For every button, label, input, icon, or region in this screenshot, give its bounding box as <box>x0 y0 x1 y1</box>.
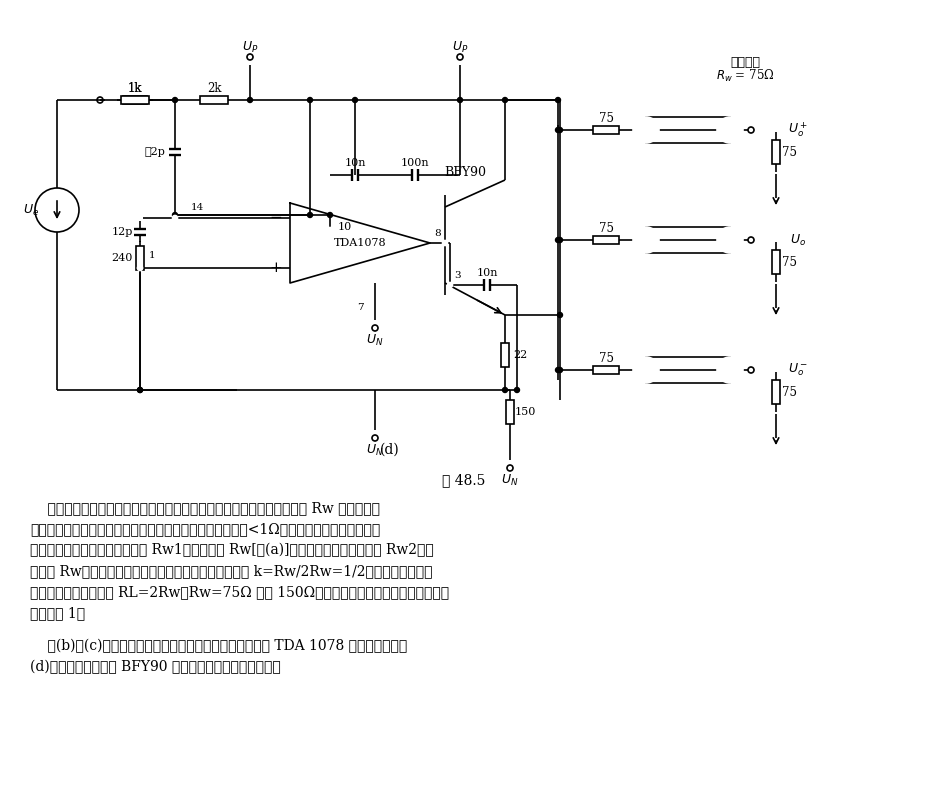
Bar <box>136 246 144 270</box>
Text: $U_N$: $U_N$ <box>501 472 518 488</box>
Text: 75: 75 <box>781 255 796 268</box>
Text: 3: 3 <box>454 271 461 279</box>
Text: 同轴导线: 同轴导线 <box>730 56 759 69</box>
Circle shape <box>352 97 357 103</box>
Text: TDA1078: TDA1078 <box>334 238 386 248</box>
Text: 7: 7 <box>356 304 363 313</box>
Text: 10n: 10n <box>344 158 365 168</box>
Text: $U_o$: $U_o$ <box>789 232 806 248</box>
Text: $U_P$: $U_P$ <box>451 40 468 54</box>
Circle shape <box>502 97 507 103</box>
Text: $U_N$: $U_N$ <box>366 442 384 458</box>
Bar <box>593 126 619 134</box>
Bar <box>501 343 508 367</box>
Circle shape <box>557 237 562 242</box>
Text: $R_w$ = 75Ω: $R_w$ = 75Ω <box>715 68 773 84</box>
Circle shape <box>137 387 143 393</box>
Circle shape <box>557 313 562 318</box>
Text: 其值为 Rw，则从放大器输出端至导线输出端的传递系数 k=Rw/2Rw=1/2。这样，在放大器: 其值为 Rw，则从放大器输出端至导线输出端的传递系数 k=Rw/2Rw=1/2。… <box>30 564 432 578</box>
Text: 1k: 1k <box>128 82 142 95</box>
Text: $U_P$: $U_P$ <box>242 40 258 54</box>
Circle shape <box>555 127 560 133</box>
Circle shape <box>632 227 658 253</box>
Text: 图(b)和(c)电路分别为反相端和同相端输入至运算放大器 TDA 1078 的实际电路。图: 图(b)和(c)电路分别为反相端和同相端输入至运算放大器 TDA 1078 的实… <box>30 639 407 653</box>
Bar <box>645 227 730 253</box>
Circle shape <box>447 283 452 288</box>
Circle shape <box>442 241 447 245</box>
Text: 14: 14 <box>190 203 203 212</box>
Text: 75: 75 <box>598 221 614 235</box>
Text: $U_o^-$: $U_o^-$ <box>787 362 807 378</box>
Text: 10: 10 <box>337 222 351 232</box>
Text: 大系数为 1。: 大系数为 1。 <box>30 606 85 620</box>
Text: 图 48.5: 图 48.5 <box>442 473 485 487</box>
Text: 75: 75 <box>598 112 614 125</box>
Bar <box>593 366 619 374</box>
Circle shape <box>327 212 332 218</box>
Circle shape <box>632 117 658 143</box>
Bar <box>121 96 149 104</box>
Text: $U_o^+$: $U_o^+$ <box>787 121 807 139</box>
Text: 要在放大器输出端接入一个电阻 Rw1，其阻值为 Rw[图(a)]。若在导线末端接入电阻 Rw2，使: 要在放大器输出端接入一个电阻 Rw1，其阻值为 Rw[图(a)]。若在导线末端接… <box>30 543 433 557</box>
Text: 75: 75 <box>781 386 796 399</box>
Circle shape <box>327 228 332 232</box>
Text: 150: 150 <box>514 407 535 417</box>
Circle shape <box>137 266 143 271</box>
Circle shape <box>717 117 743 143</box>
Text: 1: 1 <box>148 251 155 261</box>
Text: (d)后接有高频晶体管 BFY90 的反相输入阻抗变换器电路。: (d)后接有高频晶体管 BFY90 的反相输入阻抗变换器电路。 <box>30 660 281 674</box>
Circle shape <box>172 97 177 103</box>
Circle shape <box>557 368 562 373</box>
Text: 2k: 2k <box>207 82 221 95</box>
Circle shape <box>172 212 177 218</box>
Bar <box>645 117 730 143</box>
Text: $U_e$: $U_e$ <box>23 202 39 218</box>
Text: BFY90: BFY90 <box>443 167 486 180</box>
Bar <box>593 236 619 244</box>
Text: 75: 75 <box>598 352 614 365</box>
Text: 75: 75 <box>781 146 796 159</box>
Circle shape <box>457 97 462 103</box>
Circle shape <box>514 387 519 393</box>
Circle shape <box>307 97 312 103</box>
Text: 100n: 100n <box>400 158 429 168</box>
Text: 在输入高速脉冲信号时要采用同轴导线。为了防止反射作用，需用波阻 Rw 在两侧将导: 在输入高速脉冲信号时要采用同轴导线。为了防止反射作用，需用波阻 Rw 在两侧将导 <box>30 501 379 515</box>
Text: 240: 240 <box>111 253 133 263</box>
Bar <box>771 250 780 274</box>
Text: 线隔离。由于具有很强负反馈的运算放大器输出阻抗很低（<1Ω），因此在接入同轴电缆时: 线隔离。由于具有很强负反馈的运算放大器输出阻抗很低（<1Ω），因此在接入同轴电缆… <box>30 522 380 536</box>
Text: 12p: 12p <box>111 227 133 237</box>
Circle shape <box>555 237 560 242</box>
Bar <box>645 357 730 383</box>
Bar <box>505 400 514 424</box>
Circle shape <box>632 357 658 383</box>
Circle shape <box>248 97 252 103</box>
Text: 1k: 1k <box>128 82 142 95</box>
Circle shape <box>555 97 560 103</box>
Text: (d): (d) <box>380 443 400 457</box>
Circle shape <box>717 227 743 253</box>
Circle shape <box>172 215 177 220</box>
Bar <box>123 96 146 104</box>
Text: 约2p: 约2p <box>145 147 165 157</box>
Circle shape <box>555 368 560 373</box>
Text: 10n: 10n <box>476 268 497 278</box>
Text: 8: 8 <box>434 228 441 237</box>
Text: +: + <box>269 261 282 275</box>
Circle shape <box>137 387 143 393</box>
Circle shape <box>307 212 312 218</box>
Circle shape <box>557 127 562 133</box>
Text: $U_N$: $U_N$ <box>366 332 384 347</box>
Text: 输出端近似有负载电阻 RL=2Rw（Rw=75Ω 时为 150Ω）。放大器输入端与导线输出端总放: 输出端近似有负载电阻 RL=2Rw（Rw=75Ω 时为 150Ω）。放大器输入端… <box>30 585 449 599</box>
Bar <box>771 140 780 164</box>
Text: −: − <box>269 211 282 225</box>
Circle shape <box>502 387 507 393</box>
Bar <box>771 380 780 404</box>
Circle shape <box>717 357 743 383</box>
Bar <box>200 96 228 104</box>
Text: 22: 22 <box>513 350 527 360</box>
